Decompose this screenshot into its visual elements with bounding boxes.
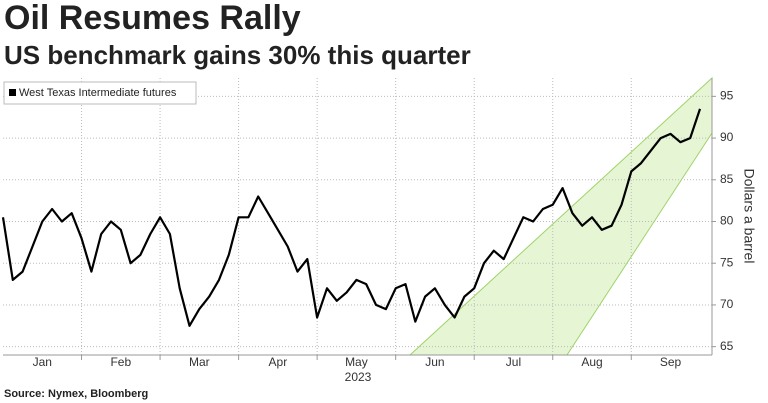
y-tick-label: 90 bbox=[720, 130, 734, 144]
chart-title: Oil Resumes Rally bbox=[4, 0, 301, 37]
y-tick-label: 75 bbox=[720, 255, 734, 269]
x-tick-label: May bbox=[345, 355, 368, 369]
x-tick-label: Feb bbox=[110, 355, 131, 369]
x-tick-label: Sep bbox=[660, 355, 682, 369]
x-tick-label: Aug bbox=[581, 355, 602, 369]
x-tick-label: Jan bbox=[33, 355, 52, 369]
y-axis-label: Dollars a barrel bbox=[741, 169, 757, 264]
x-axis-label: 2023 bbox=[345, 370, 372, 384]
y-tick-label: 65 bbox=[720, 339, 734, 353]
y-tick-label: 80 bbox=[720, 214, 734, 228]
legend-label: West Texas Intermediate futures bbox=[19, 87, 177, 99]
x-tick-label: Apr bbox=[269, 355, 288, 369]
x-tick-label: Jun bbox=[425, 355, 444, 369]
y-tick-label: 95 bbox=[720, 89, 734, 103]
x-tick-label: Mar bbox=[189, 355, 210, 369]
y-tick-label: 70 bbox=[720, 297, 734, 311]
legend-swatch bbox=[9, 89, 16, 96]
series-line bbox=[1, 108, 702, 327]
chart-subtitle: US benchmark gains 30% this quarter bbox=[4, 40, 471, 70]
x-tick-label: Jul bbox=[506, 355, 521, 369]
source: Source: Nymex, Bloomberg bbox=[4, 388, 148, 400]
legend bbox=[3, 81, 197, 105]
y-tick-label: 85 bbox=[720, 172, 734, 186]
